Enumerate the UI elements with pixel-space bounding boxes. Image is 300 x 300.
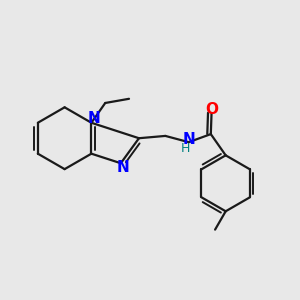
Text: H: H — [181, 142, 190, 155]
Text: O: O — [205, 103, 218, 118]
Text: N: N — [182, 132, 195, 147]
Text: N: N — [87, 111, 100, 126]
Text: N: N — [117, 160, 130, 175]
